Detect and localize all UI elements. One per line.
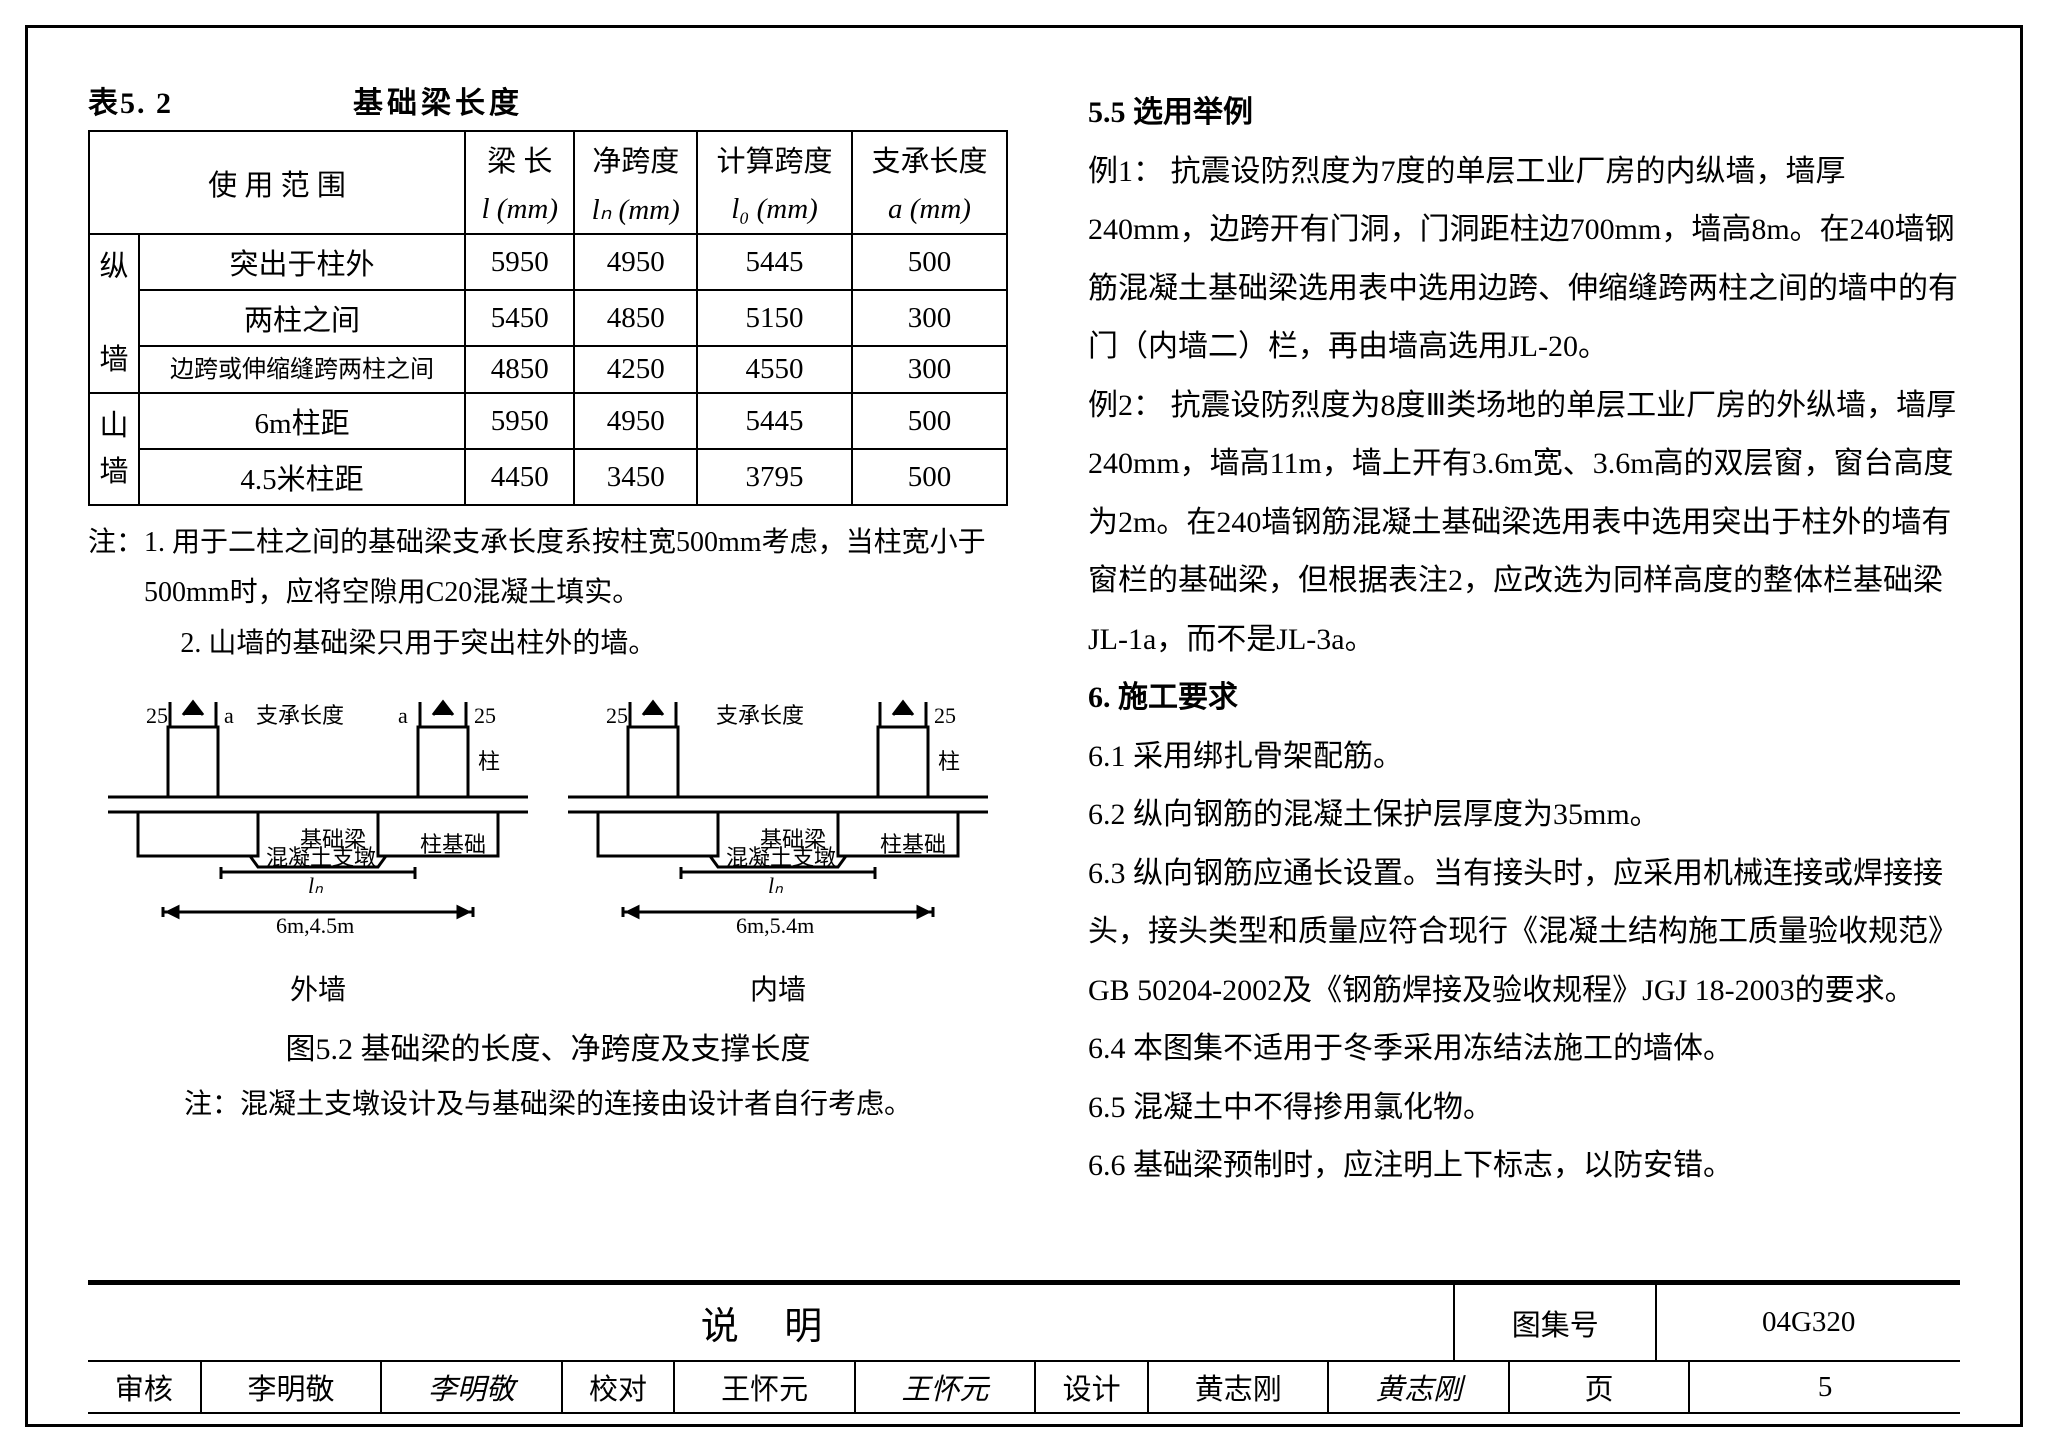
r11-0: 4450 [465, 449, 574, 505]
lbl-25-l: 25 [146, 703, 168, 728]
sheet-title: 说 明 [88, 1284, 1454, 1361]
lbl-col-right: 柱 [938, 749, 960, 774]
r01-2: 5150 [697, 290, 852, 346]
lbl-25-l2: 25 [474, 703, 496, 728]
r10-0: 5950 [465, 393, 574, 449]
example-1: 例1： 抗震设防烈度为7度的单层工业厂房的内纵墙，墙厚240mm，边跨开有门洞，… [1088, 143, 1960, 377]
r10-3: 500 [852, 393, 1007, 449]
right-column: 5.5 选用举例 例1： 抗震设防烈度为7度的单层工业厂房的内纵墙，墙厚240m… [1088, 78, 1960, 1276]
page-label: 页 [1509, 1361, 1689, 1413]
figure-note: 注：混凝土支墩设计及与基础梁的连接由设计者自行考虑。 [88, 1082, 1008, 1122]
lbl-25-r2: 25 [934, 703, 956, 728]
r00-3: 500 [852, 234, 1007, 290]
sec-6: 6. 施工要求 [1088, 669, 1960, 728]
r02-0: 4850 [465, 346, 574, 393]
r00-0: 5950 [465, 234, 574, 290]
th-beam-length-unit: l (mm) [465, 186, 574, 234]
sig-design: 黄志刚 [1328, 1361, 1508, 1413]
table-title: 基础梁长度 [353, 78, 523, 122]
inner-wall-svg: 25 支承长度 25 柱 基础梁 混凝土支墩 柱基础 lₙ 6m,5.4m [568, 697, 988, 957]
p-6-1: 6.1 采用绑扎骨架配筋。 [1088, 728, 1960, 787]
r11-2: 3795 [697, 449, 852, 505]
r01-1: 4850 [574, 290, 697, 346]
th-scope: 使 用 范 围 [89, 131, 465, 234]
diagram-area: 25 a 支承长度 a 25 柱 基础梁 混凝土支墩 柱基础 lₙ 6m,4.5… [88, 697, 1008, 1122]
lbl-dim-left: 6m,4.5m [276, 913, 354, 938]
page-no: 5 [1689, 1361, 1960, 1413]
sig-check: 王怀元 [855, 1361, 1035, 1413]
example-2: 例2： 抗震设防烈度为8度Ⅲ类场地的单层工业厂房的外纵墙，墙厚240mm，墙高1… [1088, 377, 1960, 670]
r01-3: 300 [852, 290, 1007, 346]
lbl-bearing-l: 支承长度 [256, 703, 344, 728]
diagram-left: 25 a 支承长度 a 25 柱 基础梁 混凝土支墩 柱基础 lₙ 6m,4.5… [108, 697, 528, 1008]
content-columns: 表5. 2 基础梁长度 使 用 范 围 梁 长 净跨度 计算跨度 支承长度 l … [88, 78, 1960, 1276]
lbl-bearing-r: 支承长度 [716, 703, 804, 728]
lbl-ln-right: lₙ [768, 873, 783, 898]
r11-1: 3450 [574, 449, 697, 505]
r10-name: 6m柱距 [139, 393, 465, 449]
th-bearing: 支承长度 [852, 131, 1007, 186]
lbl-found-left: 柱基础 [420, 832, 486, 857]
r11-name: 4.5米柱距 [139, 449, 465, 505]
lbl-design: 设计 [1035, 1361, 1148, 1413]
lbl-pier-right: 混凝土支墩 [726, 845, 836, 870]
outer-wall-svg: 25 a 支承长度 a 25 柱 基础梁 混凝土支墩 柱基础 lₙ 6m,4.5… [108, 697, 528, 957]
row-group-0: 纵墙 [89, 234, 139, 393]
r10-2: 5445 [697, 393, 852, 449]
th-beam-length: 梁 长 [465, 131, 574, 186]
r10-1: 4950 [574, 393, 697, 449]
p-6-4: 6.4 本图集不适用于冬季采用冻结法施工的墙体。 [1088, 1020, 1960, 1079]
r02-2: 4550 [697, 346, 852, 393]
lbl-25-r: 25 [606, 703, 628, 728]
note-2: 2. 山墙的基础梁只用于突出柱外的墙。 [88, 619, 1008, 669]
p-6-3: 6.3 纵向钢筋应通长设置。当有接头时，应采用机械连接或焊接接头，接头类型和质量… [1088, 845, 1960, 1021]
lbl-a-l: a [224, 703, 234, 728]
th-bearing-unit: a (mm) [852, 186, 1007, 234]
name-check: 王怀元 [674, 1361, 854, 1413]
set-label: 图集号 [1454, 1284, 1656, 1361]
r00-2: 5445 [697, 234, 852, 290]
th-clear-span-unit: lₙ (mm) [574, 186, 697, 234]
diagram-right: 25 支承长度 25 柱 基础梁 混凝土支墩 柱基础 lₙ 6m,5.4m 内墙 [568, 697, 988, 1008]
note-1: 1. 用于二柱之间的基础梁支承长度系按柱宽500mm考虑，当柱宽小于500mm时… [144, 518, 1008, 619]
page-frame: 表5. 2 基础梁长度 使 用 范 围 梁 长 净跨度 计算跨度 支承长度 l … [25, 25, 2023, 1427]
p-6-2: 6.2 纵向钢筋的混凝土保护层厚度为35mm。 [1088, 786, 1960, 845]
th-calc-span-unit: l₀ (mm) [697, 186, 852, 234]
lbl-ln-left: lₙ [308, 873, 323, 898]
caption-right: 内墙 [568, 968, 988, 1008]
table-number: 表5. 2 [88, 78, 173, 122]
sig-review: 李明敬 [381, 1361, 561, 1413]
lbl-check: 校对 [562, 1361, 675, 1413]
r00-1: 4950 [574, 234, 697, 290]
r02-1: 4250 [574, 346, 697, 393]
r01-0: 5450 [465, 290, 574, 346]
lbl-a-l2: a [398, 703, 408, 728]
p-6-5: 6.5 混凝土中不得掺用氯化物。 [1088, 1079, 1960, 1138]
p-6-6: 6.6 基础梁预制时，应注明上下标志，以防安错。 [1088, 1137, 1960, 1196]
name-review: 李明敬 [201, 1361, 381, 1413]
lbl-found-right: 柱基础 [880, 832, 946, 857]
r02-name: 边跨或伸缩缝跨两柱之间 [139, 346, 465, 393]
lbl-dim-right: 6m,5.4m [736, 913, 814, 938]
row-group-1: 山墙 [89, 393, 139, 505]
caption-left: 外墙 [108, 968, 528, 1008]
lbl-pier-left: 混凝土支墩 [266, 845, 376, 870]
sec-5-5: 5.5 选用举例 [1088, 84, 1960, 143]
r02-3: 300 [852, 346, 1007, 393]
table-title-row: 表5. 2 基础梁长度 [88, 78, 1008, 122]
r00-name: 突出于柱外 [139, 234, 465, 290]
lbl-col-left: 柱 [478, 749, 500, 774]
title-block: 说 明 图集号 04G320 审核 李明敬 李明敬 校对 王怀元 王怀元 设计 … [88, 1280, 1960, 1414]
th-calc-span: 计算跨度 [697, 131, 852, 186]
table-notes: 注：1. 用于二柱之间的基础梁支承长度系按柱宽500mm考虑，当柱宽小于500m… [88, 518, 1008, 669]
set-no: 04G320 [1656, 1284, 1960, 1361]
left-column: 表5. 2 基础梁长度 使 用 范 围 梁 长 净跨度 计算跨度 支承长度 l … [88, 78, 1008, 1276]
lbl-review: 审核 [88, 1361, 201, 1413]
dimensions-table: 使 用 范 围 梁 长 净跨度 计算跨度 支承长度 l (mm) lₙ (mm)… [88, 130, 1008, 506]
figure-title: 图5.2 基础梁的长度、净跨度及支撑长度 [88, 1024, 1008, 1068]
name-design: 黄志刚 [1148, 1361, 1328, 1413]
r11-3: 500 [852, 449, 1007, 505]
th-clear-span: 净跨度 [574, 131, 697, 186]
r01-name: 两柱之间 [139, 290, 465, 346]
